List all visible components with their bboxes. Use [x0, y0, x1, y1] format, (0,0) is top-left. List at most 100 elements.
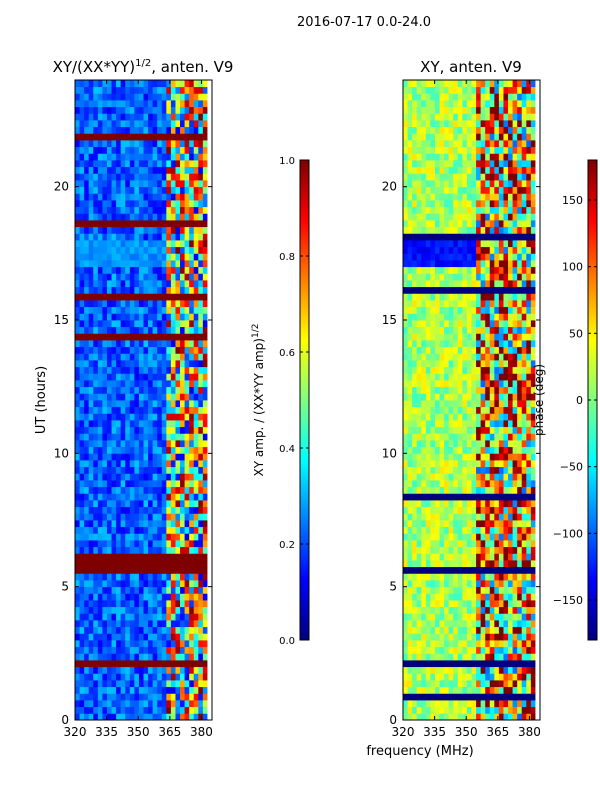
heatmap-cell — [143, 440, 149, 448]
heatmap-cell — [79, 500, 85, 508]
heatmap-cell — [471, 280, 477, 288]
heatmap-cell — [476, 273, 482, 281]
heatmap-cell — [143, 153, 149, 161]
heatmap-cell — [111, 100, 117, 108]
heatmap-cell — [448, 606, 454, 614]
heatmap-cell — [189, 620, 195, 628]
heatmap-cell — [134, 633, 140, 641]
heatmap-cell — [106, 166, 112, 174]
heatmap-cell — [193, 193, 199, 201]
heatmap-cell — [88, 233, 94, 241]
heatmap-cell — [180, 460, 185, 468]
heatmap-cell — [152, 373, 158, 381]
heatmap-cell — [143, 393, 149, 401]
heatmap-cell — [453, 646, 459, 654]
heatmap-cell — [148, 560, 154, 568]
heatmap-cell — [193, 326, 199, 334]
heatmap-cell — [434, 253, 440, 261]
heatmap-cell — [193, 713, 199, 721]
heatmap-cell — [444, 426, 450, 434]
heatmap-cell — [198, 193, 204, 201]
heatmap-cell — [79, 280, 85, 288]
heatmap-cell — [489, 453, 495, 461]
heatmap-cell — [161, 546, 167, 554]
heatmap-cell — [88, 226, 94, 234]
heatmap-cell — [444, 593, 450, 601]
heatmap-cell — [453, 393, 459, 401]
heatmap-cell — [193, 706, 199, 714]
heatmap-cell — [161, 280, 167, 288]
heatmap-cell — [102, 93, 108, 101]
heatmap-cell — [453, 373, 459, 381]
heatmap-cell — [193, 106, 199, 114]
heatmap-cell — [480, 520, 486, 528]
heatmap-cell — [430, 353, 436, 361]
heatmap-cell — [517, 586, 523, 594]
heatmap-cell — [184, 526, 190, 534]
heatmap-cell — [157, 346, 163, 354]
heatmap-cell — [193, 366, 199, 374]
heatmap-cell — [434, 693, 440, 701]
heatmap-cell — [471, 266, 477, 274]
heatmap-cell — [157, 540, 163, 548]
heatmap-cell — [166, 153, 172, 161]
heatmap-cell — [202, 420, 208, 428]
heatmap-cell — [184, 680, 190, 688]
heatmap-cell — [166, 546, 172, 554]
heatmap-cell — [517, 326, 523, 334]
heatmap-cell — [207, 173, 213, 181]
heatmap-cell — [412, 553, 418, 561]
heatmap-cell — [535, 560, 541, 568]
heatmap-cell — [88, 206, 94, 214]
heatmap-cell — [517, 266, 523, 274]
heatmap-cell — [116, 473, 122, 481]
heatmap-cell — [106, 306, 112, 314]
heatmap-cell — [138, 486, 144, 494]
heatmap-cell — [434, 620, 440, 628]
heatmap-cell — [152, 393, 158, 401]
heatmap-cell — [526, 653, 532, 661]
heatmap-cell — [198, 606, 204, 614]
heatmap-cell — [152, 200, 158, 208]
heatmap-cell — [152, 680, 158, 688]
heatmap-cell — [430, 360, 436, 368]
heatmap-cell — [198, 326, 204, 334]
heatmap-cell — [152, 693, 158, 701]
heatmap-cell — [416, 586, 422, 594]
heatmap-cell — [125, 660, 131, 668]
heatmap-cell — [480, 320, 486, 328]
heatmap-cell — [425, 466, 431, 474]
heatmap-cell — [448, 573, 454, 581]
heatmap-cell — [129, 213, 135, 221]
heatmap-cell — [207, 586, 213, 594]
heatmap-cell — [125, 220, 131, 228]
heatmap-cell — [498, 513, 504, 521]
heatmap-cell — [530, 300, 536, 308]
heatmap-cell — [161, 193, 167, 201]
heatmap-cell — [152, 600, 158, 608]
heatmap-cell — [102, 373, 108, 381]
heatmap-cell — [207, 266, 213, 274]
heatmap-cell — [439, 253, 445, 261]
heatmap-cell — [125, 473, 131, 481]
heatmap-cell — [88, 566, 94, 574]
heatmap-cell — [530, 480, 536, 488]
heatmap-cell — [189, 493, 195, 501]
heatmap-cell — [116, 640, 122, 648]
heatmap-cell — [512, 680, 518, 688]
heatmap-cell — [93, 213, 99, 221]
heatmap-cell — [457, 560, 463, 568]
heatmap-cell — [425, 586, 431, 594]
heatmap-cell — [425, 373, 431, 381]
heatmap-cell — [120, 640, 126, 648]
heatmap-cell — [143, 253, 149, 261]
heatmap-cell — [448, 440, 454, 448]
heatmap-cell — [425, 326, 431, 334]
heatmap-cell — [116, 186, 122, 194]
heatmap-cell — [517, 560, 523, 568]
heatmap-cell — [425, 480, 431, 488]
heatmap-cell — [476, 540, 482, 548]
heatmap-cell — [157, 126, 163, 134]
heatmap-cell — [457, 440, 463, 448]
heatmap-cell — [138, 460, 144, 468]
